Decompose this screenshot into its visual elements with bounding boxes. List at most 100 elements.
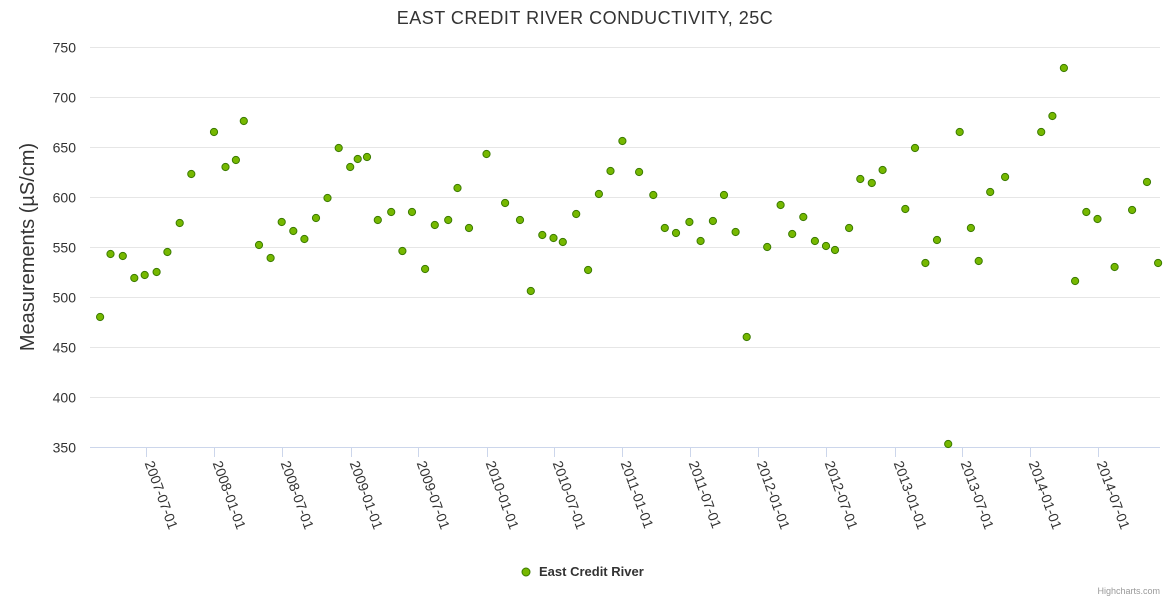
data-point[interactable]: [821, 241, 831, 251]
legend-marker: [521, 567, 531, 577]
data-point[interactable]: [289, 226, 298, 236]
data-point[interactable]: [118, 251, 127, 261]
data-point[interactable]: [966, 223, 976, 233]
data-point[interactable]: [696, 236, 705, 246]
data-point[interactable]: [96, 312, 105, 322]
data-point[interactable]: [373, 215, 382, 225]
data-point[interactable]: [635, 167, 644, 177]
data-point[interactable]: [323, 193, 332, 203]
data-point[interactable]: [1048, 111, 1057, 121]
data-point[interactable]: [763, 242, 772, 252]
data-point[interactable]: [731, 227, 740, 237]
data-point[interactable]: [106, 249, 115, 259]
data-point[interactable]: [353, 154, 362, 164]
y-tick-label: 650: [53, 140, 77, 156]
data-point[interactable]: [618, 136, 627, 146]
y-tick-label: 450: [53, 340, 77, 356]
data-point[interactable]: [660, 223, 669, 233]
data-point[interactable]: [538, 230, 547, 240]
data-point[interactable]: [584, 265, 593, 275]
data-point[interactable]: [444, 215, 453, 225]
data-point[interactable]: [346, 162, 355, 172]
series-east-credit-river: [96, 63, 1163, 449]
data-point[interactable]: [464, 223, 474, 233]
data-point[interactable]: [407, 207, 417, 217]
data-point[interactable]: [300, 234, 309, 244]
data-point[interactable]: [974, 256, 983, 266]
data-point[interactable]: [1110, 262, 1119, 272]
data-point[interactable]: [152, 267, 161, 277]
legend-item-east-credit-river[interactable]: East Credit River: [539, 564, 644, 579]
data-point[interactable]: [221, 162, 230, 172]
data-point[interactable]: [685, 217, 694, 227]
y-axis: 350 400 450 500 550 600 650 700 750: [53, 40, 77, 456]
data-point[interactable]: [549, 233, 558, 243]
data-point[interactable]: [606, 166, 615, 176]
y-tick-label: 400: [53, 390, 77, 406]
data-point[interactable]: [867, 178, 876, 188]
data-point[interactable]: [878, 165, 887, 175]
data-point[interactable]: [1082, 207, 1091, 217]
data-point[interactable]: [277, 217, 286, 227]
data-point[interactable]: [187, 169, 196, 179]
data-point[interactable]: [1071, 276, 1080, 286]
data-point[interactable]: [453, 183, 462, 193]
data-point[interactable]: [266, 253, 275, 263]
data-point[interactable]: [362, 152, 372, 162]
data-point[interactable]: [163, 247, 172, 257]
data-point[interactable]: [421, 264, 430, 274]
data-point[interactable]: [526, 286, 535, 296]
data-point[interactable]: [239, 116, 248, 126]
data-point[interactable]: [1128, 205, 1137, 215]
data-point[interactable]: [501, 198, 510, 208]
data-point[interactable]: [515, 215, 525, 225]
legend[interactable]: East Credit River: [521, 564, 644, 579]
data-point[interactable]: [944, 439, 953, 449]
data-point[interactable]: [254, 240, 264, 250]
data-point[interactable]: [649, 190, 658, 200]
data-point[interactable]: [1001, 172, 1010, 182]
data-point[interactable]: [387, 207, 396, 217]
data-point[interactable]: [482, 149, 491, 159]
data-point[interactable]: [140, 270, 149, 280]
data-point[interactable]: [594, 189, 604, 199]
data-point[interactable]: [430, 220, 439, 230]
data-point[interactable]: [776, 200, 785, 210]
data-point[interactable]: [1059, 63, 1069, 73]
data-point[interactable]: [311, 213, 321, 223]
data-point[interactable]: [799, 212, 808, 222]
data-point[interactable]: [719, 190, 729, 200]
gridlines: [90, 47, 1160, 398]
data-point[interactable]: [788, 229, 797, 239]
data-point[interactable]: [932, 235, 942, 245]
data-point[interactable]: [398, 246, 407, 256]
data-point[interactable]: [130, 273, 139, 283]
data-point[interactable]: [209, 127, 219, 137]
data-point[interactable]: [175, 218, 184, 228]
data-point[interactable]: [955, 127, 964, 137]
data-point[interactable]: [810, 236, 820, 246]
data-point[interactable]: [856, 174, 865, 184]
data-point[interactable]: [334, 143, 343, 153]
data-point[interactable]: [742, 332, 751, 342]
y-tick-label: 750: [53, 40, 77, 56]
data-point[interactable]: [1154, 258, 1163, 268]
data-point[interactable]: [921, 258, 930, 268]
data-point[interactable]: [1037, 127, 1046, 137]
data-point[interactable]: [986, 187, 995, 197]
data-point[interactable]: [572, 209, 581, 219]
data-point[interactable]: [830, 245, 840, 255]
data-point[interactable]: [910, 143, 920, 153]
data-point[interactable]: [671, 228, 681, 238]
data-point[interactable]: [901, 204, 910, 214]
data-point[interactable]: [708, 216, 718, 226]
y-tick-label: 700: [53, 90, 77, 106]
data-point[interactable]: [231, 155, 240, 165]
data-point[interactable]: [1093, 214, 1102, 224]
data-point[interactable]: [558, 237, 567, 247]
data-point[interactable]: [1142, 177, 1152, 187]
data-point[interactable]: [845, 223, 854, 233]
credits-link[interactable]: Highcharts.com: [1097, 586, 1160, 596]
